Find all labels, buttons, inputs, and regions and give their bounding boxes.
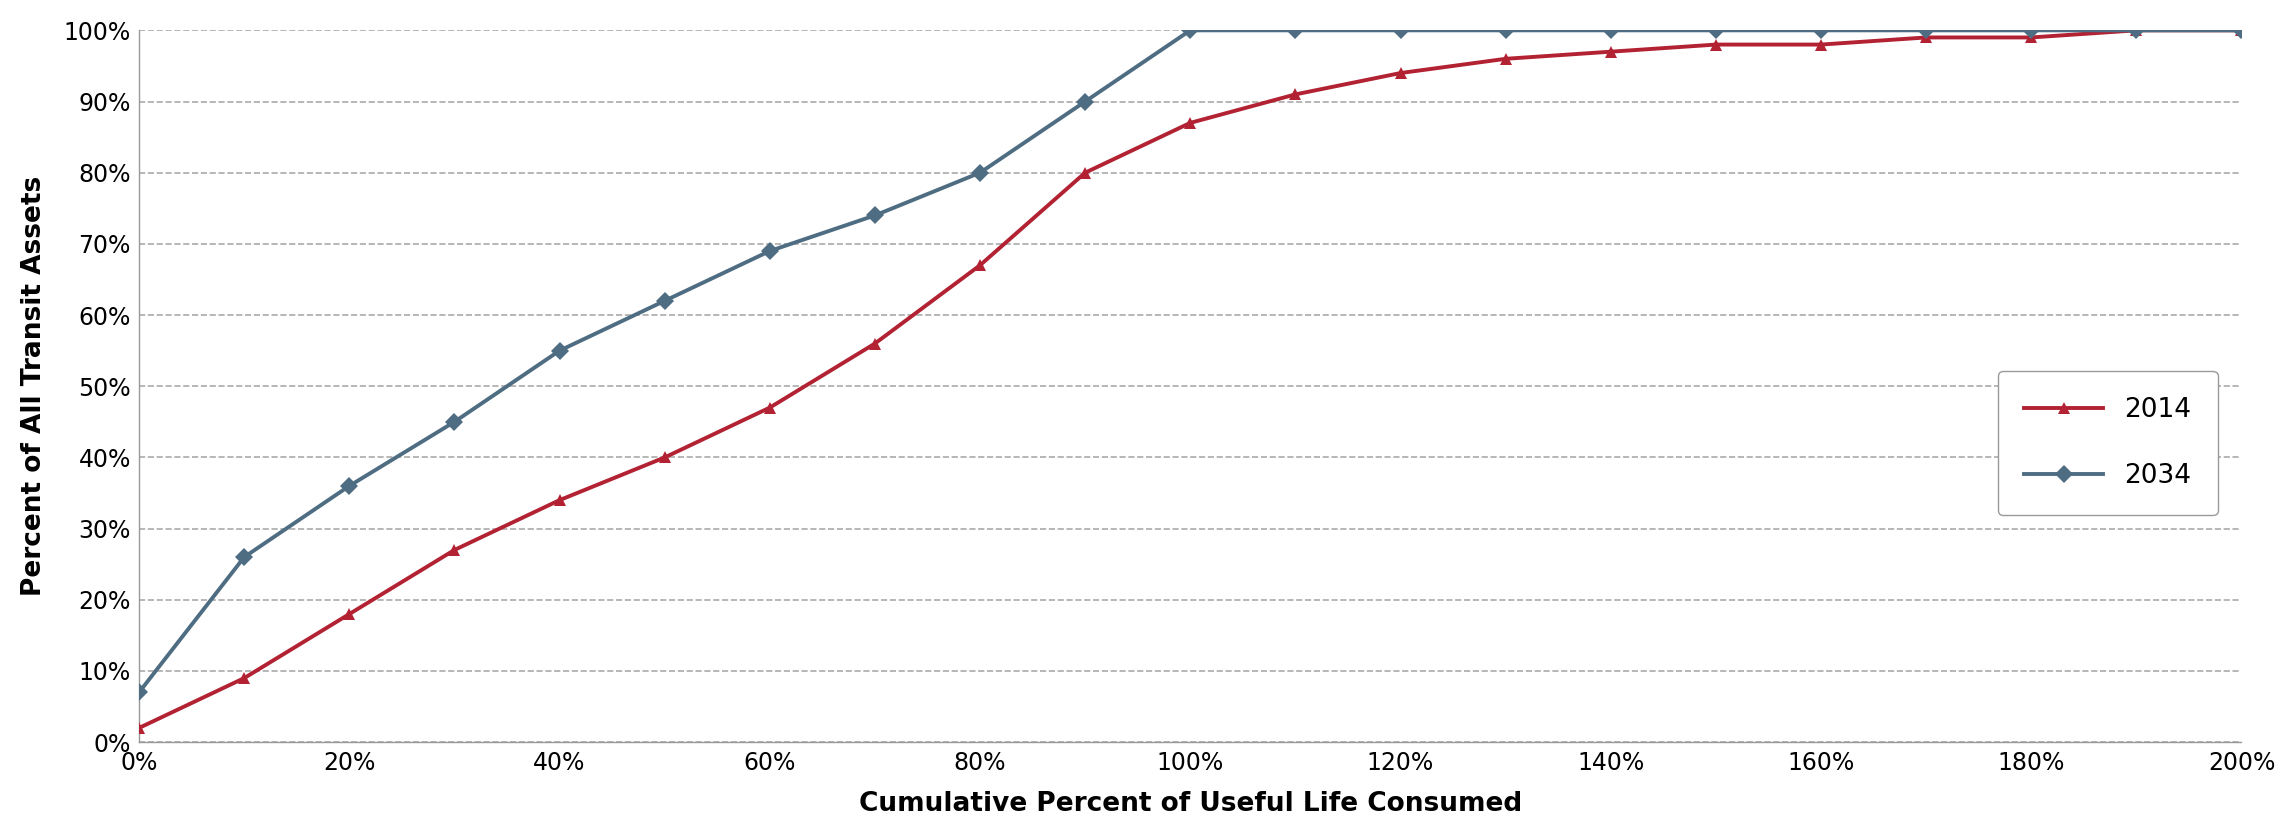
2034 xyxy=(1281,25,1309,35)
2034 xyxy=(1492,25,1520,35)
X-axis label: Cumulative Percent of Useful Life Consumed: Cumulative Percent of Useful Life Consum… xyxy=(859,791,1522,817)
2014 xyxy=(1492,54,1520,64)
2034 xyxy=(230,552,257,562)
2014 xyxy=(967,261,994,271)
2014 xyxy=(2018,33,2046,43)
2034 xyxy=(1913,25,1940,35)
2014 xyxy=(2122,25,2149,35)
Line: 2034: 2034 xyxy=(133,24,2248,699)
2014 xyxy=(441,545,468,555)
2034 xyxy=(1701,25,1729,35)
Legend: 2014, 2034: 2014, 2034 xyxy=(1998,371,2218,515)
2014 xyxy=(650,453,677,463)
2034 xyxy=(1072,96,1100,106)
Line: 2014: 2014 xyxy=(133,24,2248,734)
2014 xyxy=(546,495,574,505)
2014 xyxy=(1176,118,1203,128)
2034 xyxy=(1807,25,1835,35)
2034 xyxy=(755,246,783,256)
2014 xyxy=(230,673,257,683)
2034 xyxy=(335,481,363,491)
Y-axis label: Percent of All Transit Assets: Percent of All Transit Assets xyxy=(21,176,46,597)
2014 xyxy=(1072,168,1100,178)
2014 xyxy=(1387,68,1414,78)
2014 xyxy=(1281,90,1309,100)
2034 xyxy=(1387,25,1414,35)
2034 xyxy=(1598,25,1626,35)
2034 xyxy=(2018,25,2046,35)
2014 xyxy=(1598,47,1626,57)
2034 xyxy=(126,687,154,697)
2014 xyxy=(1807,39,1835,49)
2034 xyxy=(2122,25,2149,35)
2014 xyxy=(1701,39,1729,49)
2014 xyxy=(126,723,154,733)
2014 xyxy=(2227,25,2255,35)
2014 xyxy=(755,402,783,412)
2034 xyxy=(546,345,574,355)
2014 xyxy=(1913,33,1940,43)
2034 xyxy=(650,296,677,306)
2034 xyxy=(1176,25,1203,35)
2034 xyxy=(441,416,468,427)
2034 xyxy=(2227,25,2255,35)
2034 xyxy=(861,210,889,220)
2014 xyxy=(335,609,363,619)
2034 xyxy=(967,168,994,178)
2014 xyxy=(861,339,889,349)
